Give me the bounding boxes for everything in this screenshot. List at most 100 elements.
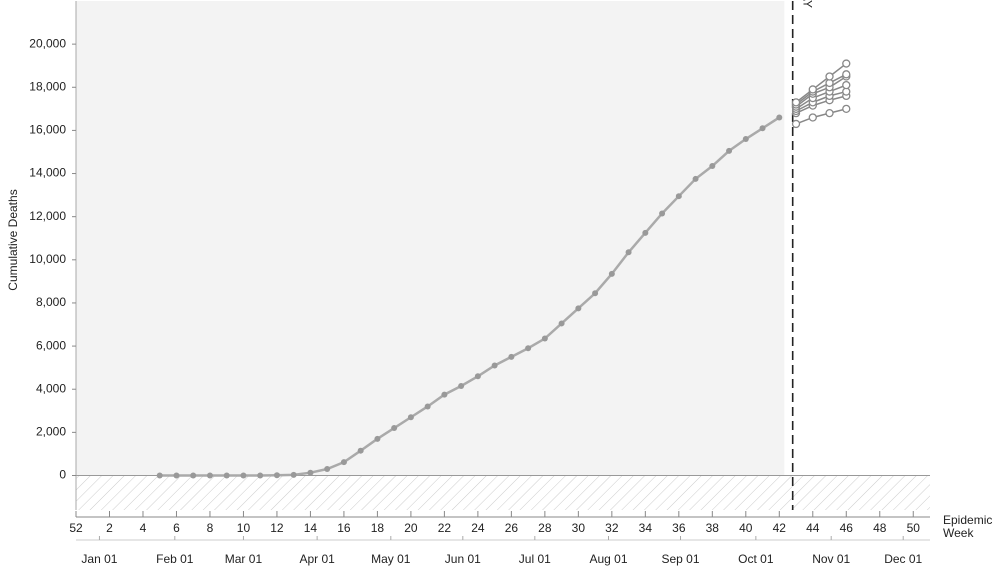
x-tick-label: 42 xyxy=(773,521,787,535)
forecast-line xyxy=(795,73,847,106)
month-label: Feb 01 xyxy=(156,552,194,566)
month-label: Sep 01 xyxy=(661,552,699,566)
point xyxy=(692,175,699,182)
point xyxy=(156,472,163,479)
x-tick-label: 6 xyxy=(173,521,180,535)
month-label: Mar 01 xyxy=(225,552,263,566)
point xyxy=(508,353,515,360)
forecast-line xyxy=(795,75,847,108)
x-tick-label: 22 xyxy=(438,521,452,535)
forecast-point xyxy=(842,70,851,79)
x-tick-label: 32 xyxy=(605,521,619,535)
forecast-point xyxy=(791,119,801,129)
y-axis-label: Cumulative Deaths xyxy=(6,189,20,290)
x-tick-label: 18 xyxy=(371,521,385,535)
x-tick-label: 38 xyxy=(706,521,720,535)
point xyxy=(759,125,766,132)
x-tick-label: 8 xyxy=(207,521,214,535)
forecast-line xyxy=(795,90,847,112)
point xyxy=(407,414,414,421)
point xyxy=(173,472,180,479)
y-tick-label: 4,000 xyxy=(36,381,66,395)
month-label: Jul 01 xyxy=(519,552,551,566)
y-tick-label: 14,000 xyxy=(29,166,66,180)
month-label: Jun 01 xyxy=(445,552,481,566)
x-tick-label: 46 xyxy=(840,521,854,535)
point xyxy=(525,345,532,352)
month-label: Aug 01 xyxy=(589,552,627,566)
point xyxy=(608,270,615,277)
month-label: May 01 xyxy=(371,552,411,566)
month-label: Nov 01 xyxy=(812,552,850,566)
point xyxy=(374,435,381,442)
x-tick-label: 48 xyxy=(873,521,887,535)
point xyxy=(541,335,548,342)
x-tick-label: 40 xyxy=(739,521,753,535)
x-tick-label: 36 xyxy=(672,521,686,535)
point xyxy=(223,472,230,479)
x-tick-label: 16 xyxy=(337,521,351,535)
x-tick-label: 2 xyxy=(106,521,113,535)
point xyxy=(458,382,465,389)
point xyxy=(324,466,331,473)
point xyxy=(675,193,682,200)
y-tick-label: 8,000 xyxy=(36,295,66,309)
y-tick-label: 6,000 xyxy=(36,338,66,352)
forecast-point xyxy=(808,113,817,122)
point xyxy=(257,472,264,479)
x-tick-label: 34 xyxy=(639,521,653,535)
point xyxy=(776,114,783,121)
point xyxy=(273,472,280,479)
forecast-point xyxy=(842,59,851,68)
month-label: Dec 01 xyxy=(884,552,922,566)
forecast-point xyxy=(808,85,817,94)
x-tick-label: 52 xyxy=(69,521,83,535)
point xyxy=(575,305,582,312)
y-tick-label: 0 xyxy=(59,468,66,482)
forecast-line xyxy=(795,108,847,125)
x-tick-label: 4 xyxy=(140,521,147,535)
point xyxy=(659,210,666,217)
forecast-line xyxy=(795,84,847,110)
x-tick-label: 10 xyxy=(237,521,251,535)
month-label: Apr 01 xyxy=(299,552,335,566)
negative-region xyxy=(76,475,930,510)
y-tick-label: 18,000 xyxy=(29,79,66,93)
forecast-line xyxy=(795,95,847,114)
x-tick-label: 50 xyxy=(907,521,921,535)
x-tick-label: 44 xyxy=(806,521,820,535)
point xyxy=(340,459,347,466)
point xyxy=(290,471,297,478)
point xyxy=(558,320,565,327)
point xyxy=(190,472,197,479)
point xyxy=(491,362,498,369)
x-tick-label: 26 xyxy=(505,521,519,535)
point xyxy=(307,469,314,476)
forecast-line xyxy=(795,62,847,103)
x-tick-label: 30 xyxy=(572,521,586,535)
x-axis-label: Epidemic Week xyxy=(943,513,993,540)
y-tick-label: 12,000 xyxy=(29,209,66,223)
y-tick-label: 16,000 xyxy=(29,123,66,137)
x-tick-label: 12 xyxy=(270,521,284,535)
y-tick-label: 10,000 xyxy=(29,252,66,266)
point xyxy=(357,447,364,454)
today-label: TODAY xyxy=(801,0,815,8)
point xyxy=(642,229,649,236)
forecast-point xyxy=(825,72,834,81)
month-label: Jan 01 xyxy=(81,552,117,566)
point xyxy=(424,403,431,410)
forecast-point xyxy=(842,104,851,113)
observed-region xyxy=(76,1,785,476)
point xyxy=(726,147,733,154)
point xyxy=(206,472,213,479)
point xyxy=(742,136,749,143)
y-tick-label: 20,000 xyxy=(29,36,66,50)
x-tick-label: 14 xyxy=(304,521,318,535)
point xyxy=(592,290,599,297)
point xyxy=(709,162,716,169)
forecast-point xyxy=(791,98,801,107)
month-label: Oct 01 xyxy=(738,552,774,566)
point xyxy=(441,391,448,398)
